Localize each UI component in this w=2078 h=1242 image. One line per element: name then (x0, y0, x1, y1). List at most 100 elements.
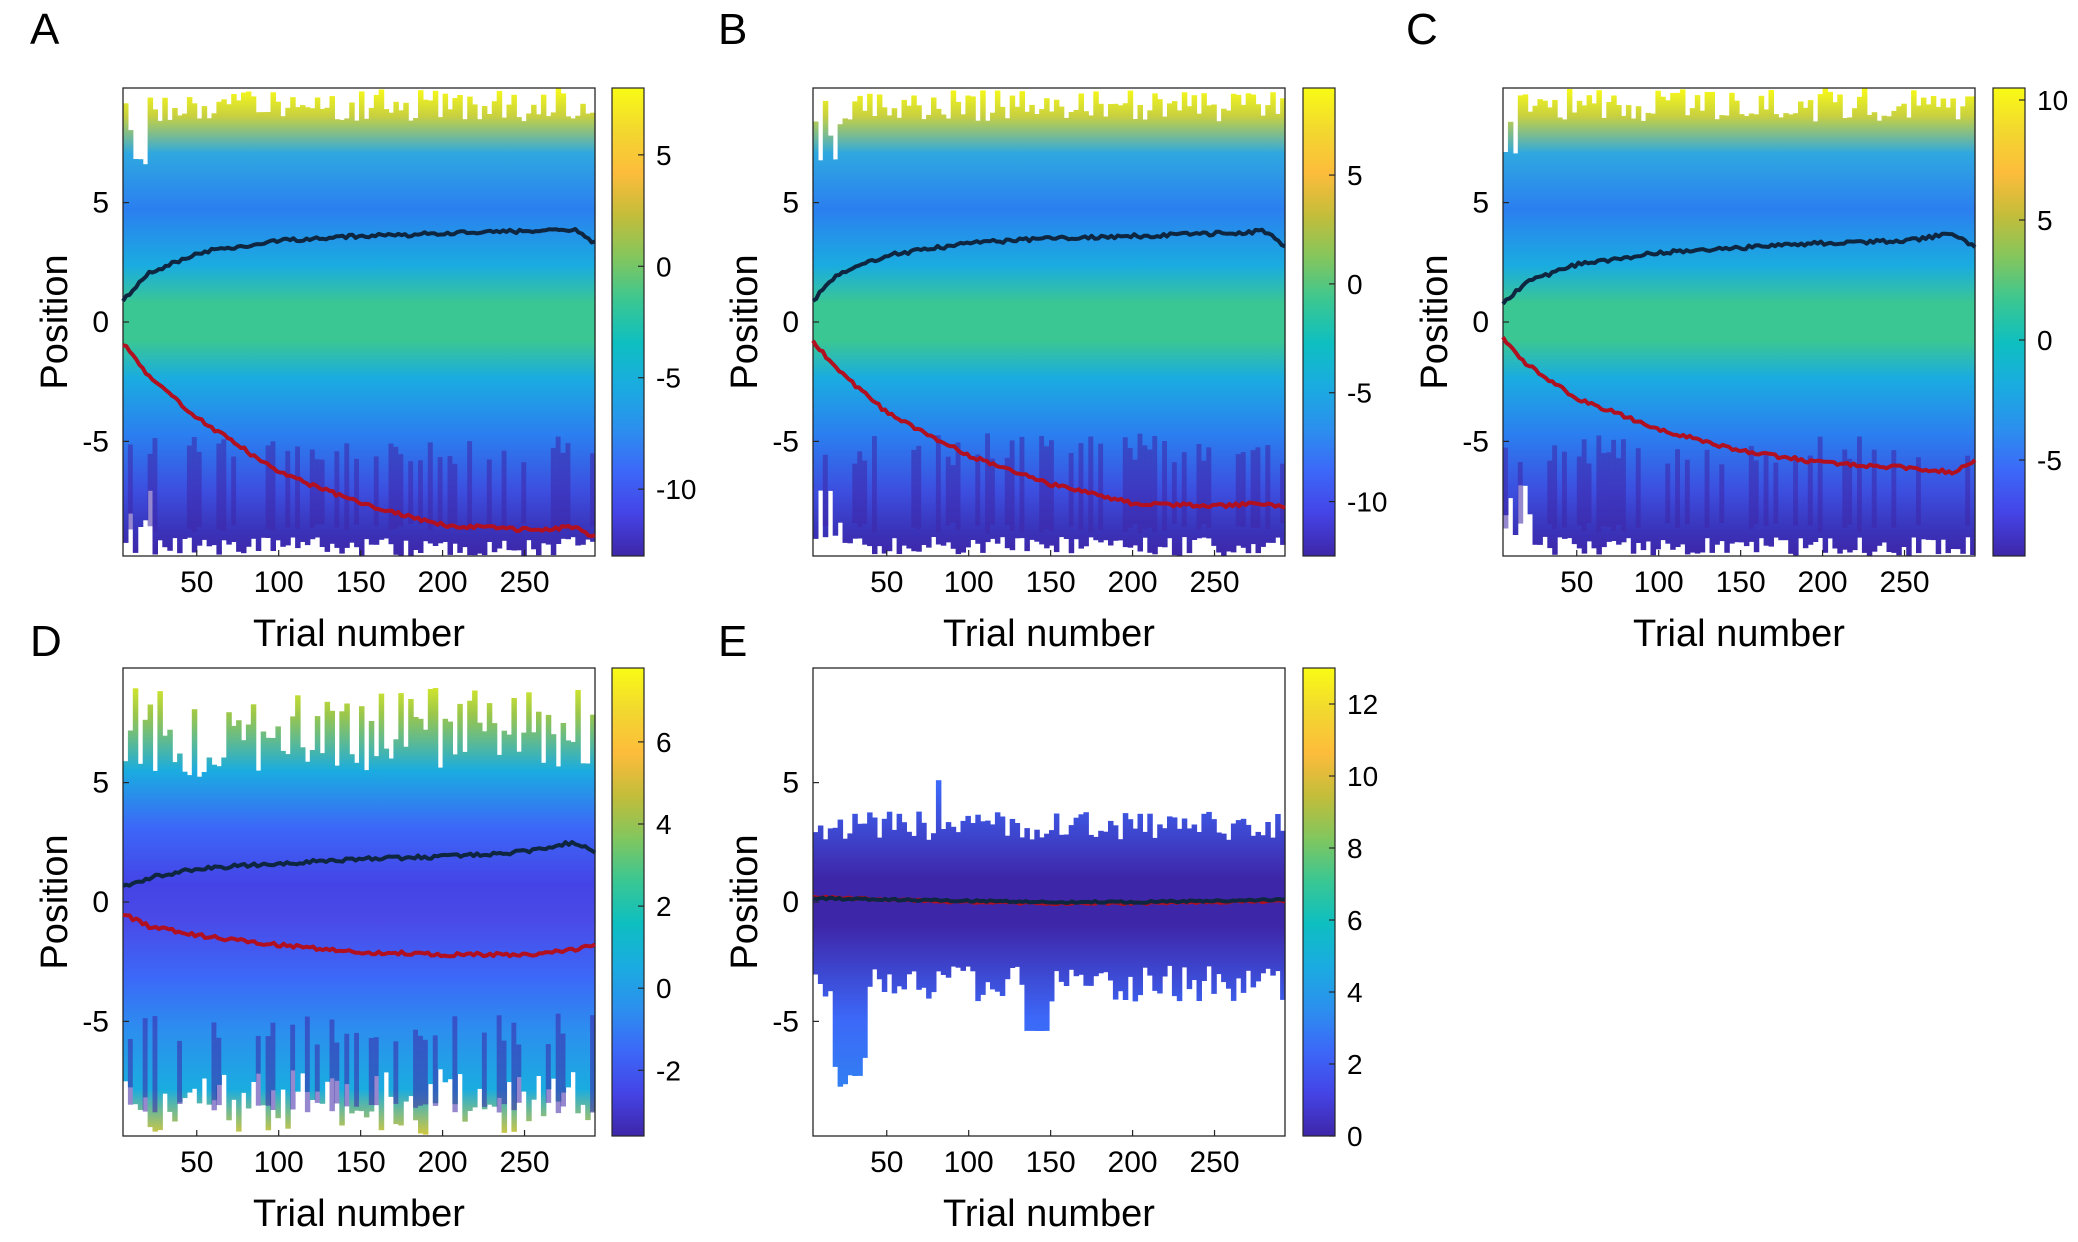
heatmap-streak (452, 463, 458, 524)
heatmap-column (270, 738, 276, 1091)
heatmap-column (1230, 93, 1237, 553)
heatmap-streak (560, 1033, 566, 1107)
heatmap-column (344, 118, 350, 548)
y-axis-label: Position (34, 254, 76, 389)
heatmap-column (280, 750, 286, 1090)
heatmap-column (1029, 104, 1035, 540)
heatmap-column (295, 695, 301, 1092)
heatmap-column (1547, 107, 1553, 549)
heatmap-column (555, 88, 562, 544)
heatmap-column (432, 688, 439, 1104)
heatmap-streak (344, 443, 350, 530)
heatmap-column (955, 101, 962, 555)
heatmap-streak (432, 1035, 439, 1106)
heatmap-column (1807, 100, 1814, 545)
heatmap-column (999, 106, 1006, 538)
heatmap-streak (1132, 459, 1138, 525)
heatmap-column (368, 107, 375, 545)
heatmap-column (921, 822, 927, 988)
lower-boundary-line (122, 343, 596, 539)
heatmap-column (852, 101, 858, 539)
heatmap-column (211, 113, 217, 546)
heatmap-streak (437, 457, 444, 526)
heatmap-column (1837, 94, 1843, 554)
heatmap-streak (1965, 455, 1971, 526)
heatmap-column (486, 114, 493, 542)
heatmap-column (265, 737, 272, 1131)
heatmap-column (457, 95, 463, 553)
heatmap-column (1181, 92, 1188, 538)
heatmap-streak (516, 1044, 522, 1103)
heatmap-column (1250, 94, 1257, 545)
heatmap-column (1186, 106, 1193, 554)
heatmap-column (970, 823, 976, 972)
heatmap-column (886, 811, 893, 975)
heatmap-column (216, 766, 222, 1085)
x-tick-label: 50 (870, 1146, 903, 1179)
heatmap-column (931, 833, 937, 993)
colorbar-tick-label: 0 (2037, 325, 2053, 356)
heatmap-column (921, 119, 927, 545)
upper-boundary-line (121, 227, 596, 303)
colorbar-tick-label: -5 (2037, 445, 2062, 476)
heatmap-column (211, 764, 217, 1101)
heatmap-column (250, 704, 257, 1082)
heatmap-column (1171, 817, 1178, 997)
heatmap-column (1581, 105, 1588, 554)
heatmap-column (1689, 108, 1696, 553)
heatmap-column (545, 714, 552, 1090)
panel-letter-b: B (718, 5, 747, 54)
colorbar-tick-label: 5 (656, 140, 672, 171)
heatmap-column (1063, 117, 1070, 540)
x-tick-label: 200 (418, 566, 468, 599)
heatmap-column (1265, 105, 1271, 543)
heatmap-column (452, 98, 458, 544)
heatmap-streak (1817, 436, 1824, 533)
heatmap-column (1625, 105, 1632, 539)
heatmap-streak (945, 456, 952, 526)
heatmap-streak (1552, 445, 1558, 530)
heatmap-column (132, 688, 139, 1105)
heatmap-column (162, 735, 168, 1094)
heatmap-column (383, 109, 390, 539)
heatmap-column (231, 94, 237, 542)
heatmap-column (442, 718, 449, 1083)
heatmap-column (985, 120, 991, 543)
heatmap-column (1053, 813, 1060, 972)
heatmap-column (1935, 106, 1942, 555)
heatmap-column (329, 710, 335, 1079)
heatmap-column (857, 823, 863, 1076)
heatmap-column (1930, 96, 1937, 541)
heatmap-column (1073, 109, 1080, 540)
heatmap-streak (1704, 449, 1710, 528)
heatmap-column (1029, 839, 1035, 1031)
heatmap-streak (935, 435, 942, 533)
heatmap-column (1576, 100, 1583, 549)
heatmap-column (1832, 102, 1838, 549)
heatmap-column (1542, 100, 1548, 537)
x-tick-label: 200 (1798, 566, 1848, 599)
heatmap-column (827, 828, 834, 992)
heatmap-column (1083, 111, 1089, 547)
heatmap-column (245, 91, 252, 547)
heatmap-column (1970, 96, 1976, 556)
heatmap-column (334, 765, 340, 1081)
heatmap-streak (152, 438, 158, 532)
heatmap-column (526, 113, 532, 541)
heatmap-column (1132, 119, 1139, 546)
heatmap-column (881, 107, 888, 554)
heatmap-streak (545, 1044, 552, 1103)
heatmap-streak (1891, 450, 1897, 528)
heatmap-column (1157, 99, 1163, 547)
heatmap-column (813, 832, 819, 975)
heatmap-column (565, 740, 571, 1088)
heatmap-column (1039, 109, 1045, 545)
heatmap-column (590, 714, 596, 1112)
heatmap-column (314, 97, 321, 538)
colorbar-tick-label: 4 (1347, 977, 1363, 1008)
heatmap-column (1245, 93, 1252, 554)
heatmap-column (999, 816, 1006, 996)
heatmap-column (1211, 819, 1217, 994)
heatmap-column (472, 690, 478, 1108)
